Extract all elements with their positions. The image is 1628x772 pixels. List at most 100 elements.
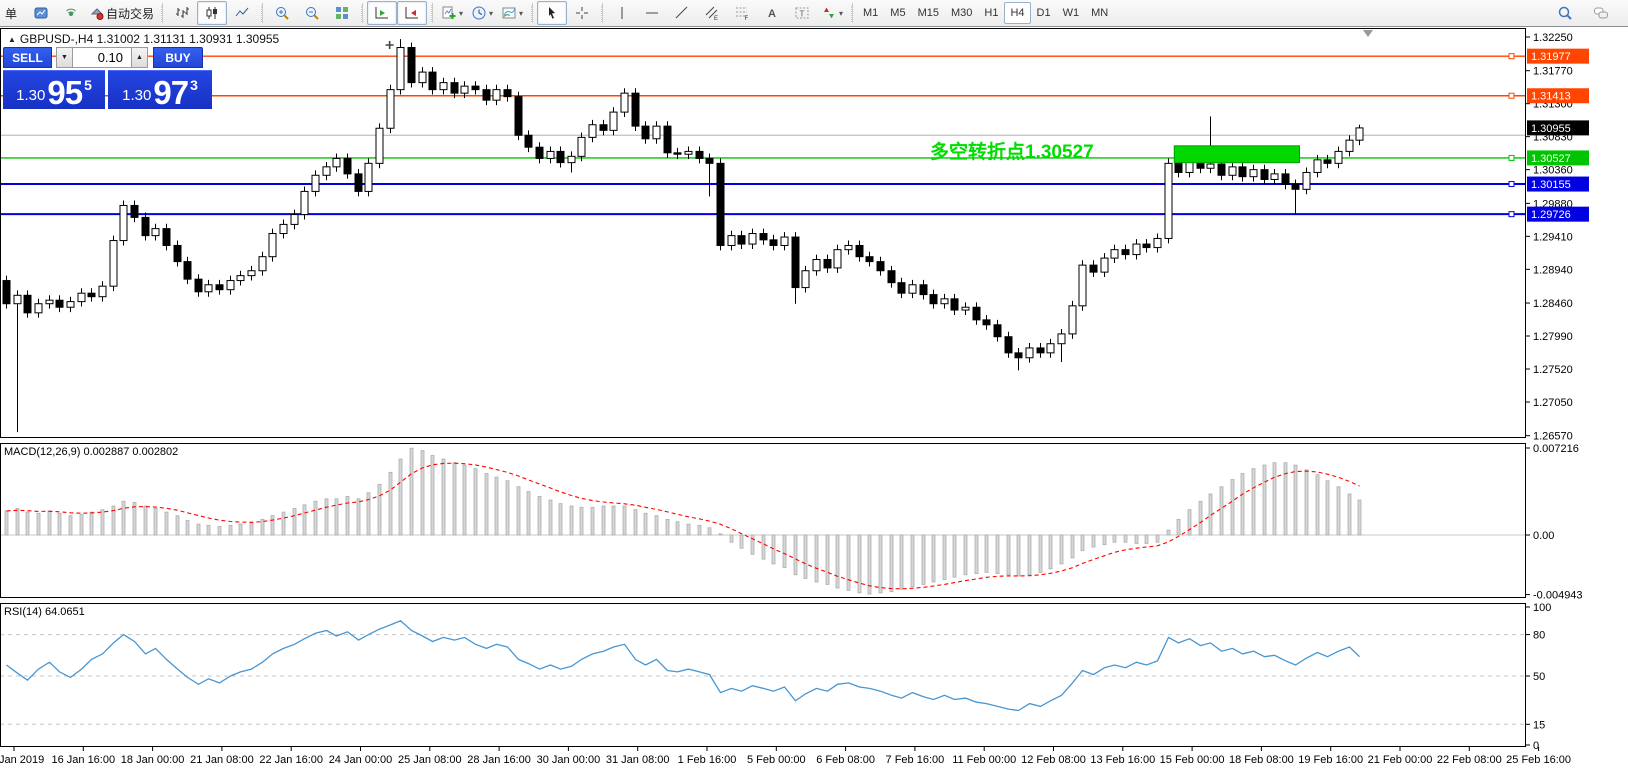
- rsi-pane-border: [0, 603, 1526, 747]
- buy-price-prefix: 1.30: [122, 87, 152, 104]
- price-badge-label: 1.30527: [1531, 153, 1571, 165]
- fibonacci-button[interactable]: F: [727, 1, 757, 25]
- line-chart-button[interactable]: [227, 1, 257, 25]
- line-end-marker[interactable]: [1508, 92, 1515, 99]
- candle: [1334, 150, 1343, 164]
- sell-button[interactable]: SELL: [3, 47, 52, 68]
- periods-button[interactable]: ▾: [467, 1, 497, 25]
- search-button[interactable]: [1550, 1, 1580, 25]
- candle: [567, 155, 576, 164]
- chevron-down-icon: ▾: [459, 8, 464, 18]
- auto-scroll-button[interactable]: [367, 1, 398, 25]
- chat-button[interactable]: [1586, 1, 1616, 25]
- candles: [2, 39, 1364, 433]
- zoom-out-button[interactable]: [297, 1, 327, 25]
- candle: [556, 150, 565, 164]
- timeframe-button-m5[interactable]: M5: [890, 7, 906, 19]
- horizontal-line-button[interactable]: [637, 1, 667, 25]
- candle: [823, 259, 832, 269]
- indicators-button[interactable]: ▾: [437, 1, 467, 25]
- text-label-button[interactable]: T: [787, 1, 817, 25]
- candle: [919, 284, 928, 296]
- timeframe-button-w1[interactable]: W1: [1062, 7, 1080, 19]
- timeframe-button-d1[interactable]: D1: [1036, 7, 1051, 19]
- volume-increase-button[interactable]: ▲: [131, 47, 148, 68]
- candlestick-chart-button[interactable]: [197, 1, 228, 25]
- candle: [66, 301, 75, 308]
- zoom-in-button[interactable]: [267, 1, 297, 25]
- svg-text:A: A: [768, 8, 776, 20]
- candle: [1228, 166, 1237, 176]
- rsi-axis-label: 0: [1533, 740, 1539, 752]
- green-consolidation-box[interactable]: [1173, 145, 1300, 164]
- candle: [609, 111, 618, 131]
- time-axis[interactable]: 15 Jan 2019 16 Jan 16:00 18 Jan 00:00 21 Ja…: [0, 747, 1571, 766]
- candle: [961, 306, 970, 311]
- candle: [1132, 243, 1141, 256]
- charts-profile-button[interactable]: [26, 1, 56, 25]
- vertical-line-button[interactable]: [607, 1, 637, 25]
- chevron-down-icon: ▾: [519, 8, 524, 18]
- candle: [1046, 343, 1055, 354]
- main-pane-border: [0, 28, 1526, 438]
- signals-button[interactable]: [56, 1, 86, 25]
- candle: [98, 285, 107, 298]
- hline-icon: [646, 12, 659, 14]
- timeframe-button-m30[interactable]: M30: [950, 7, 973, 19]
- candle: [1057, 333, 1066, 345]
- candle: [950, 298, 959, 311]
- new-order-button[interactable]: 单: [4, 6, 17, 21]
- bars-icon: [176, 7, 190, 18]
- arrows-button[interactable]: ▾: [817, 1, 847, 25]
- toolbar-separator: [851, 3, 854, 23]
- collapse-triangle-icon[interactable]: ▲: [8, 35, 16, 44]
- timeframe-button-mn[interactable]: MN: [1091, 7, 1109, 19]
- crosshair-button[interactable]: [567, 1, 597, 25]
- candle: [1291, 183, 1300, 190]
- line-end-marker[interactable]: [1508, 53, 1515, 60]
- candle: [993, 324, 1002, 338]
- timeframe-button-m15[interactable]: M15: [917, 7, 939, 19]
- time-tick-label: 24 Jan 00:00: [329, 754, 393, 766]
- bar-chart-button[interactable]: [167, 1, 197, 25]
- buy-button[interactable]: BUY: [153, 47, 203, 68]
- main-price-pane[interactable]: 多空转折点1.30527: [0, 30, 1525, 433]
- macd-pane[interactable]: MACD(12,26,9) 0.002887 0.002802: [0, 446, 1525, 595]
- text-button[interactable]: A: [757, 1, 787, 25]
- cursor-button[interactable]: [537, 1, 568, 25]
- buy-price-display[interactable]: 1.30 97 3: [108, 70, 212, 109]
- candle: [87, 292, 96, 298]
- candle: [418, 71, 427, 84]
- sell-price-display[interactable]: 1.30 95 5: [3, 70, 105, 109]
- candle: [1025, 347, 1034, 359]
- buy-price-big: 97: [153, 73, 189, 111]
- line-end-marker[interactable]: [1508, 181, 1515, 188]
- candle: [236, 275, 245, 282]
- chart-canvas[interactable]: 多空转折点1.30527 MACD(12,26,9) 0.002887 0.002…: [0, 28, 1628, 772]
- timeframe-button-m1[interactable]: M1: [863, 7, 879, 19]
- chart-window[interactable]: 多空转折点1.30527 MACD(12,26,9) 0.002887 0.002…: [0, 28, 1628, 772]
- equidistant-channel-button[interactable]: E: [697, 1, 727, 25]
- turning-point-annotation[interactable]: 多空转折点1.30527: [930, 140, 1094, 163]
- volume-decrease-button[interactable]: ▼: [56, 47, 73, 68]
- line-end-marker[interactable]: [1508, 211, 1515, 218]
- rsi-pane[interactable]: RSI(14) 64.0651: [0, 606, 1525, 725]
- fibo-icon: F: [736, 7, 749, 21]
- candle: [151, 228, 160, 237]
- templates-button[interactable]: ▾: [497, 1, 527, 25]
- candle: [833, 249, 842, 269]
- timeframe-button-h4[interactable]: H4: [1004, 2, 1031, 24]
- addind-icon: [442, 6, 456, 19]
- timeframe-button-h1[interactable]: H1: [984, 7, 999, 19]
- candle: [1302, 171, 1311, 190]
- price-axis[interactable]: 1.322501.317701.313001.308301.303601.298…: [1525, 32, 1589, 752]
- trendline-button[interactable]: [667, 1, 697, 25]
- auto-trading-button[interactable]: 自动交易: [86, 1, 157, 25]
- chart-shift-button[interactable]: [397, 1, 428, 25]
- candle: [1281, 173, 1290, 185]
- time-tick-label: 22 Feb 08:00: [1437, 754, 1502, 766]
- line-end-marker[interactable]: [1508, 154, 1515, 161]
- volume-input[interactable]: 0.10: [73, 47, 131, 68]
- rsi-axis-label: 80: [1533, 630, 1545, 642]
- tile-windows-button[interactable]: [327, 1, 357, 25]
